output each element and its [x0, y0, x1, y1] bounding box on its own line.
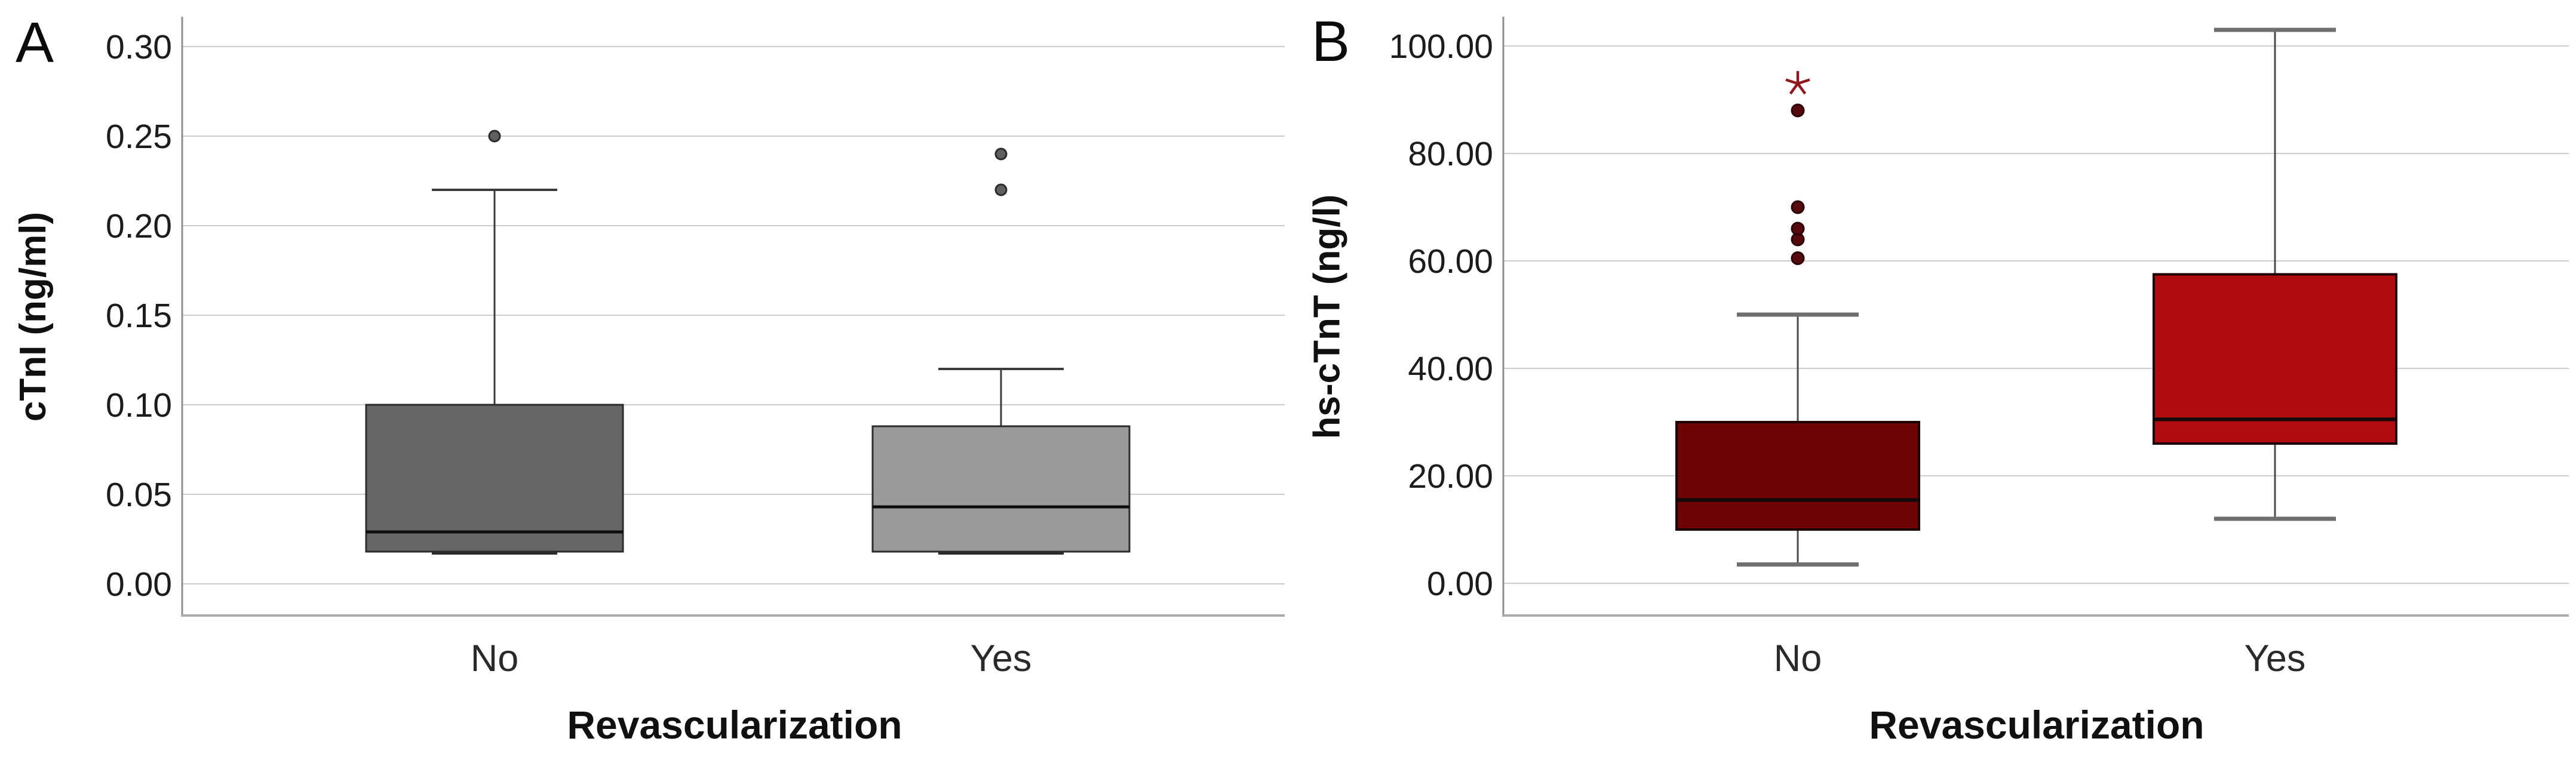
outlier-dot: [1791, 200, 1805, 214]
extreme-star: [1797, 82, 1807, 95]
outlier-dot: [1791, 221, 1805, 236]
y-tick-label: 0.25: [106, 118, 172, 156]
x-category-label: Yes: [2245, 638, 2306, 679]
panel-a-y-axis-title: cTnI (ng/ml): [13, 211, 54, 421]
box-yes: [871, 425, 1131, 553]
x-category-label: Yes: [971, 638, 1032, 679]
y-tick-label: 0.10: [106, 386, 172, 424]
box-no: [365, 404, 624, 553]
panel-b-x-axis-title: Revascularization: [1869, 703, 2205, 747]
extreme-star: [1789, 82, 1799, 95]
outlier-dot: [994, 147, 1008, 161]
y-tick-label: 100.00: [1389, 27, 1493, 66]
outlier-dot: [994, 183, 1008, 196]
outlier-dot: [488, 130, 501, 143]
box-no: [1675, 421, 1920, 531]
outlier-dot: [1791, 103, 1805, 118]
y-tick-label: 0.15: [106, 297, 172, 335]
panel-b-letter: B: [1312, 10, 1350, 73]
y-tick-label: 20.00: [1408, 457, 1493, 496]
box-yes: [2153, 273, 2397, 445]
y-tick-label: 0.05: [106, 476, 172, 514]
extreme-star: [1785, 78, 1798, 85]
extreme-star: [1797, 78, 1810, 85]
x-category-label: No: [471, 638, 519, 679]
panel-a-x-axis-title: Revascularization: [567, 703, 902, 747]
y-tick-label: 0.30: [106, 28, 172, 66]
y-tick-label: 40.00: [1408, 350, 1493, 388]
outlier-dot: [1791, 251, 1805, 265]
x-category-label: No: [1774, 638, 1822, 679]
panel-b-y-axis-title: hs-cTnT (ng/l): [1306, 194, 1348, 439]
y-tick-label: 0.00: [1427, 565, 1493, 603]
y-tick-label: 0.00: [106, 565, 172, 604]
y-tick-label: 60.00: [1408, 242, 1493, 281]
y-tick-label: 0.20: [106, 207, 172, 245]
panel-a-letter: A: [16, 11, 54, 75]
y-tick-label: 80.00: [1408, 135, 1493, 173]
